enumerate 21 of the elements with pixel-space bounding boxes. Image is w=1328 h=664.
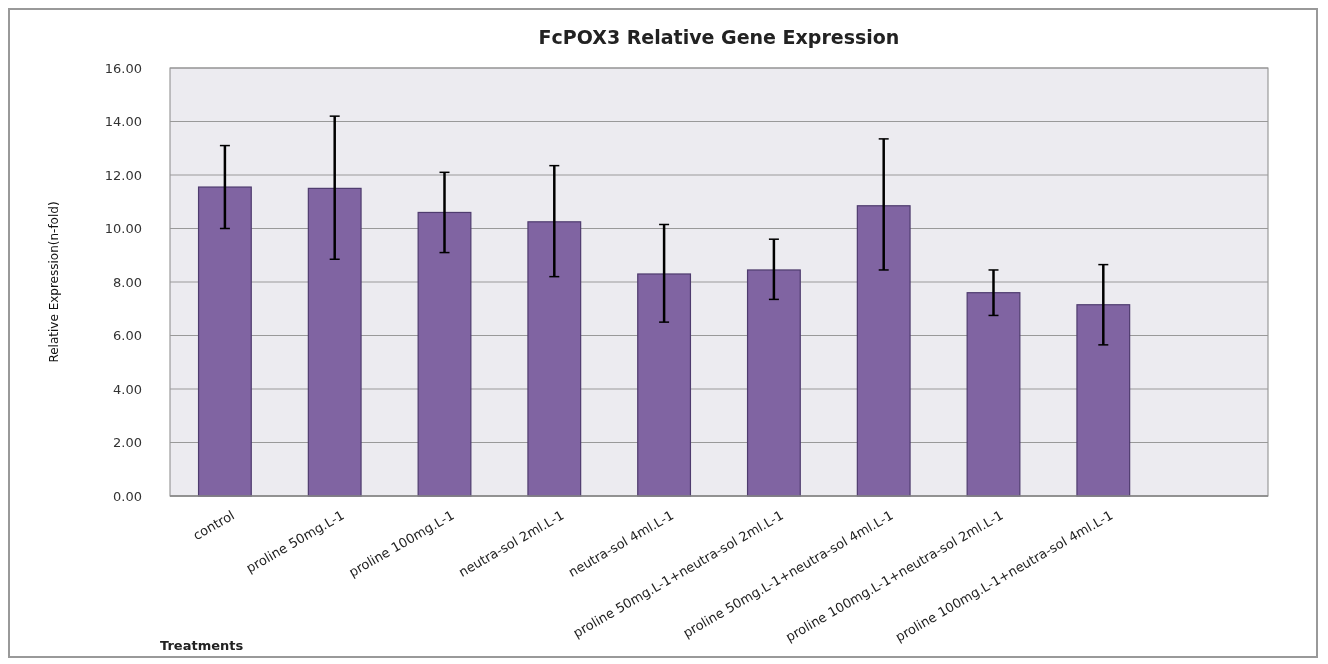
bar bbox=[1076, 304, 1131, 497]
y-tick-label: 12.00 bbox=[104, 167, 142, 183]
y-tick-label: 4.00 bbox=[113, 381, 142, 397]
bar bbox=[966, 292, 1021, 497]
bar bbox=[856, 205, 911, 497]
y-tick-label: 8.00 bbox=[113, 274, 142, 290]
y-tick-label: 16.00 bbox=[104, 60, 142, 76]
bar bbox=[637, 273, 692, 497]
chart-title: FcPOX3 Relative Gene Expression bbox=[538, 26, 900, 48]
y-axis-title: Relative Expression(n-fold) bbox=[47, 201, 61, 363]
y-tick-label: 0.00 bbox=[113, 488, 142, 504]
y-tick-label: 14.00 bbox=[104, 114, 142, 130]
y-tick-label: 6.00 bbox=[113, 328, 142, 344]
bar bbox=[417, 211, 472, 497]
x-axis-title: Treatments bbox=[160, 638, 244, 653]
bar bbox=[527, 221, 582, 497]
bar bbox=[746, 269, 801, 497]
y-tick-label: 2.00 bbox=[113, 435, 142, 451]
bar bbox=[307, 187, 362, 497]
y-tick-label: 10.00 bbox=[104, 221, 142, 237]
bar bbox=[197, 186, 252, 497]
